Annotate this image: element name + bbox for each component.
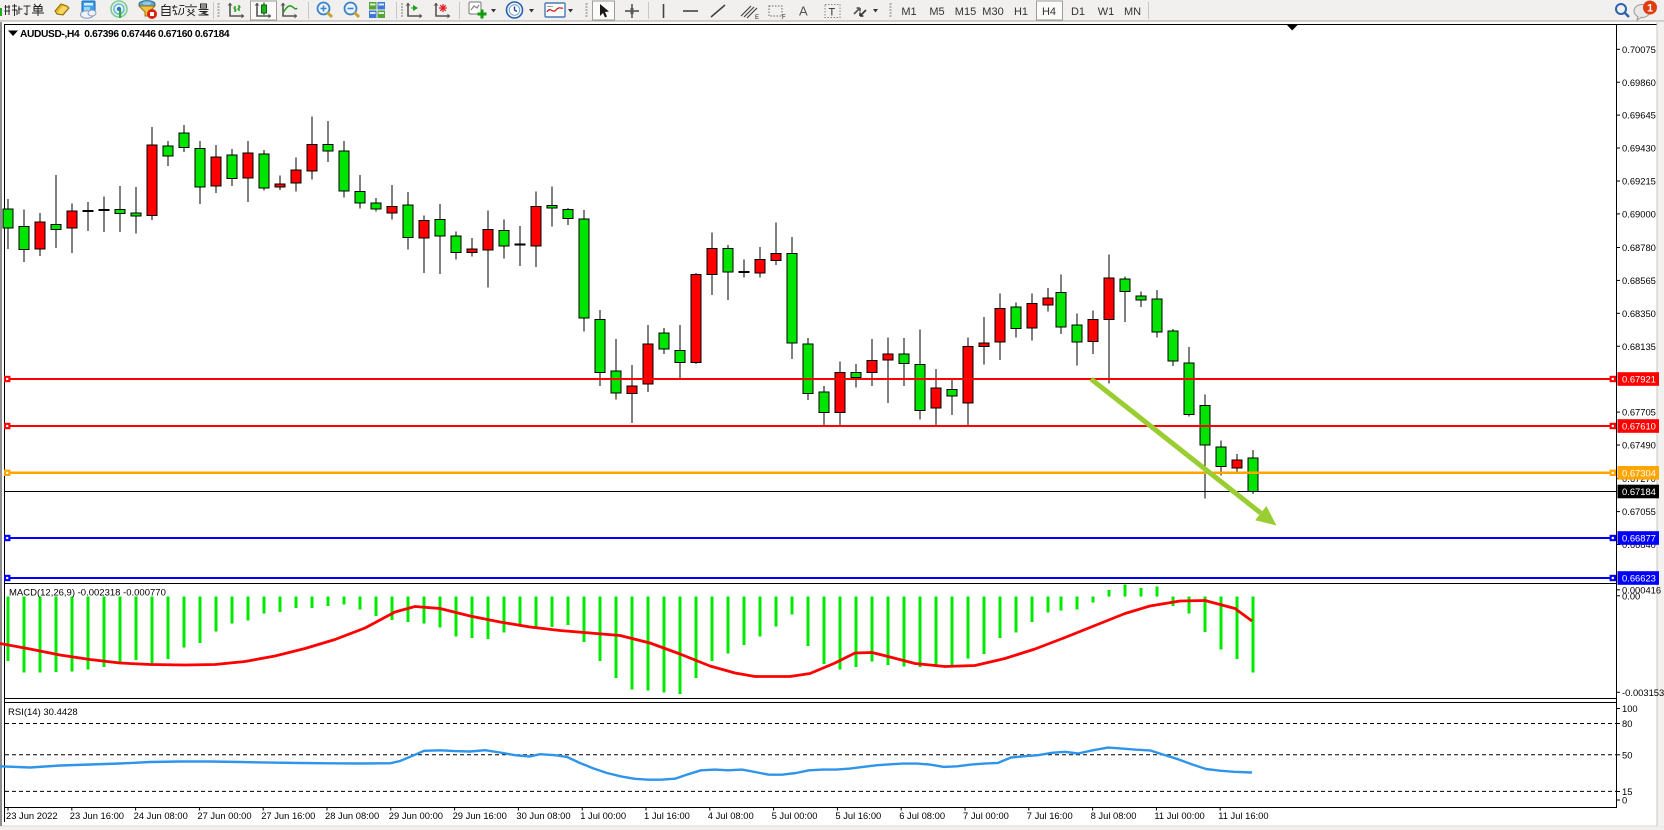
svg-text:30 Jun 08:00: 30 Jun 08:00 xyxy=(516,810,570,821)
svg-text:0.68565: 0.68565 xyxy=(1622,275,1656,286)
svg-text:7 Jul 00:00: 7 Jul 00:00 xyxy=(963,810,1009,821)
svg-text:MN: MN xyxy=(1124,6,1141,18)
svg-text:4 Jul 08:00: 4 Jul 08:00 xyxy=(708,810,754,821)
svg-text:0.69215: 0.69215 xyxy=(1622,176,1656,187)
svg-text:D1: D1 xyxy=(1071,6,1085,18)
svg-text:E: E xyxy=(755,15,759,21)
svg-text:M1: M1 xyxy=(901,6,916,18)
svg-text:0.67055: 0.67055 xyxy=(1622,506,1656,517)
svg-text:H4: H4 xyxy=(1042,6,1056,18)
svg-text:100: 100 xyxy=(1622,703,1638,714)
svg-text:0.67921: 0.67921 xyxy=(1622,374,1656,385)
svg-text:-0.003153: -0.003153 xyxy=(1622,687,1664,698)
svg-text:1 Jul 16:00: 1 Jul 16:00 xyxy=(644,810,690,821)
svg-text:H1: H1 xyxy=(1014,6,1028,18)
svg-text:80: 80 xyxy=(1622,718,1632,729)
svg-text:27 Jun 16:00: 27 Jun 16:00 xyxy=(261,810,315,821)
svg-text:0.69645: 0.69645 xyxy=(1622,110,1656,121)
svg-text:A: A xyxy=(799,4,808,19)
svg-text:0: 0 xyxy=(1622,795,1627,806)
svg-text:M5: M5 xyxy=(929,6,944,18)
svg-text:23 Jun 16:00: 23 Jun 16:00 xyxy=(70,810,124,821)
svg-text:0.70075: 0.70075 xyxy=(1622,44,1656,55)
svg-text:0.69860: 0.69860 xyxy=(1622,77,1656,88)
svg-text:F: F xyxy=(782,15,786,21)
svg-text:0.67490: 0.67490 xyxy=(1622,440,1656,451)
svg-text:0.67705: 0.67705 xyxy=(1622,407,1656,418)
svg-text:0.68350: 0.68350 xyxy=(1622,308,1656,319)
svg-text:M30: M30 xyxy=(982,6,1003,18)
svg-text:MACD(12,26,9) -0.002318 -0.000: MACD(12,26,9) -0.002318 -0.000770 xyxy=(9,588,166,599)
svg-text:0.69000: 0.69000 xyxy=(1622,209,1656,220)
svg-text:T: T xyxy=(829,7,836,19)
svg-text:23 Jun 2022: 23 Jun 2022 xyxy=(6,810,58,821)
svg-text:50: 50 xyxy=(1622,749,1632,760)
svg-text:6 Jul 08:00: 6 Jul 08:00 xyxy=(899,810,945,821)
svg-text:0.000416: 0.000416 xyxy=(1622,584,1661,595)
svg-text:0.66623: 0.66623 xyxy=(1622,573,1656,584)
svg-text:1 Jul 00:00: 1 Jul 00:00 xyxy=(580,810,626,821)
svg-text:RSI(14) 30.4428: RSI(14) 30.4428 xyxy=(8,707,78,718)
svg-text:15: 15 xyxy=(1622,786,1632,797)
svg-text:28 Jun 08:00: 28 Jun 08:00 xyxy=(325,810,379,821)
svg-text:7 Jul 16:00: 7 Jul 16:00 xyxy=(1027,810,1073,821)
svg-text:11 Jul 16:00: 11 Jul 16:00 xyxy=(1218,810,1268,821)
svg-text:1: 1 xyxy=(1647,3,1653,15)
svg-text:5 Jul 16:00: 5 Jul 16:00 xyxy=(835,810,881,821)
svg-text:0.69430: 0.69430 xyxy=(1622,143,1656,154)
svg-text:8 Jul 08:00: 8 Jul 08:00 xyxy=(1091,810,1137,821)
svg-text:0.68780: 0.68780 xyxy=(1622,242,1656,253)
svg-text:0.68135: 0.68135 xyxy=(1622,341,1656,352)
svg-text:27 Jun 00:00: 27 Jun 00:00 xyxy=(197,810,251,821)
svg-text:0.67184: 0.67184 xyxy=(1622,486,1656,497)
svg-text:29 Jun 16:00: 29 Jun 16:00 xyxy=(453,810,507,821)
svg-text:11 Jul 00:00: 11 Jul 00:00 xyxy=(1154,810,1204,821)
svg-text:M15: M15 xyxy=(955,6,976,18)
svg-text:24 Jun 08:00: 24 Jun 08:00 xyxy=(134,810,188,821)
svg-text:W1: W1 xyxy=(1098,6,1115,18)
svg-text:29 Jun 00:00: 29 Jun 00:00 xyxy=(389,810,443,821)
svg-text:0.67610: 0.67610 xyxy=(1622,421,1656,432)
svg-text:AUDUSD-,H4 0.67396 0.67446 0.: AUDUSD-,H4 0.67396 0.67446 0.67160 0.671… xyxy=(20,29,230,40)
svg-text:0.00: 0.00 xyxy=(1622,590,1640,601)
svg-text:5 Jul 00:00: 5 Jul 00:00 xyxy=(772,810,818,821)
svg-text:0.67304: 0.67304 xyxy=(1622,467,1656,478)
svg-text:0.66877: 0.66877 xyxy=(1622,533,1656,544)
